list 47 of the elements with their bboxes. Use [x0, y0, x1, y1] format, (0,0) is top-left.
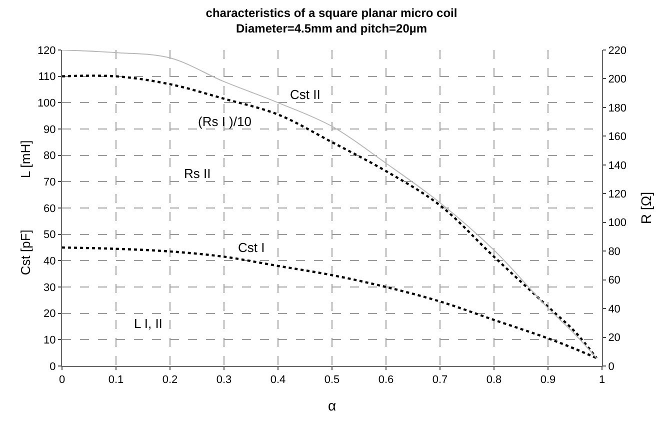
- y-tick-label: 80: [44, 150, 56, 162]
- y2-tick-label: 160: [608, 131, 627, 144]
- y2-tick-label: 220: [608, 44, 627, 57]
- annotation: Cst II: [290, 87, 320, 102]
- y-tick-label: 60: [44, 202, 56, 215]
- y2-axis-title: R [Ω]: [638, 192, 654, 224]
- y2-tick-label: 180: [608, 102, 627, 114]
- x-tick-label: 0.1: [108, 374, 124, 386]
- y-tick-label: 120: [37, 44, 56, 57]
- y-tick-label: 50: [44, 229, 56, 242]
- y2-tick-label: 40: [608, 303, 620, 316]
- annotation: (Rs I )/10: [198, 114, 252, 129]
- annotation: L I, II: [134, 316, 162, 331]
- x-tick-label: 0.5: [324, 374, 340, 386]
- y-tick-label: 110: [38, 71, 56, 84]
- y-tick-label: 0: [50, 360, 56, 373]
- x-tick-label: 0.3: [216, 374, 232, 386]
- annotation: Cst I: [238, 240, 265, 255]
- y-tick-label: 90: [44, 124, 56, 136]
- x-tick-label: 1: [598, 374, 606, 386]
- x-tick-label: 0.7: [432, 374, 448, 386]
- y-tick-label: 70: [44, 176, 56, 189]
- annotation: Rs II: [184, 166, 211, 181]
- x-tick-label: 0.2: [162, 374, 178, 386]
- chart-title: characteristics of a square planar micro coil: [206, 6, 458, 20]
- x-tick-label: 0.8: [486, 374, 502, 386]
- y2-tick-label: 100: [608, 217, 627, 230]
- x-tick-label: 0.9: [540, 374, 556, 386]
- x-tick-label: 0.6: [378, 374, 394, 386]
- y2-tick-label: 200: [608, 74, 627, 86]
- y2-tick-label: 60: [608, 274, 620, 287]
- y2-tick-label: 120: [608, 188, 627, 200]
- y-tick-label: 30: [44, 282, 56, 294]
- chart-subtitle: Diameter=4.5mm and pitch=20µm: [236, 22, 427, 36]
- x-tick-label: 0.4: [270, 374, 286, 386]
- y2-tick-label: 140: [608, 160, 627, 172]
- y-tick-label: 40: [44, 256, 56, 268]
- y-tick-label: 20: [44, 308, 56, 320]
- y-tick-label: 10: [44, 334, 56, 347]
- y-axis-title: L [mH]: [18, 140, 34, 178]
- y2-tick-label: 20: [608, 332, 620, 344]
- y2-tick-label: 80: [608, 246, 620, 258]
- x-tick-label: 0: [58, 374, 66, 386]
- y-tick-label: 100: [37, 98, 56, 110]
- text: Cst [pF]: [18, 230, 34, 276]
- x-axis-title: α: [328, 398, 336, 414]
- y2-tick-label: 0: [608, 360, 614, 373]
